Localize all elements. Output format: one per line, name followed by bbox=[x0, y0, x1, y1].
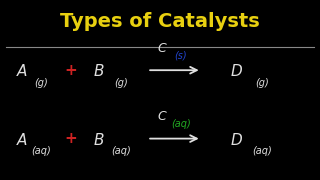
Text: C: C bbox=[157, 111, 166, 123]
Text: B: B bbox=[94, 64, 104, 80]
Text: +: + bbox=[64, 63, 77, 78]
Text: B: B bbox=[94, 133, 104, 148]
Text: (g): (g) bbox=[256, 78, 269, 88]
Text: (g): (g) bbox=[35, 78, 48, 88]
Text: Types of Catalysts: Types of Catalysts bbox=[60, 12, 260, 31]
Text: A: A bbox=[17, 133, 28, 148]
Text: A: A bbox=[17, 64, 28, 80]
Text: D: D bbox=[231, 133, 243, 148]
Text: (s): (s) bbox=[174, 51, 187, 61]
Text: (aq): (aq) bbox=[252, 146, 272, 156]
Text: C: C bbox=[157, 42, 166, 55]
Text: D: D bbox=[231, 64, 243, 80]
Text: (aq): (aq) bbox=[112, 146, 132, 156]
Text: (aq): (aq) bbox=[32, 146, 52, 156]
Text: (aq): (aq) bbox=[171, 119, 191, 129]
Text: +: + bbox=[64, 131, 77, 146]
Text: (g): (g) bbox=[115, 78, 128, 88]
